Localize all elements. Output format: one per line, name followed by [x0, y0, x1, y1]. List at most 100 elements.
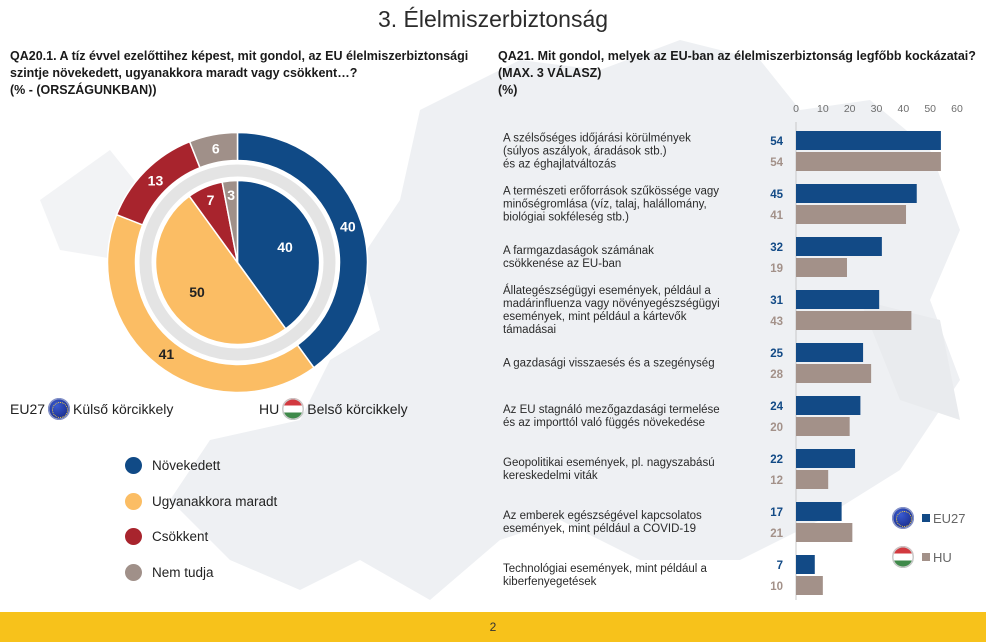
bar-hu — [796, 152, 941, 171]
right-question-line: QA21. Mit gondol, melyek az EU-ban az él… — [498, 49, 976, 63]
value-label-eu27: 32 — [770, 242, 783, 254]
axis-tick-label: 40 — [897, 103, 909, 115]
bar-eu27 — [796, 131, 941, 150]
category-label-line: események, mint például a kártevők — [503, 311, 687, 323]
legend-swatch — [922, 553, 930, 561]
series-legend-eu27: EU27 — [889, 507, 966, 529]
footer-bar: 2 — [0, 612, 986, 642]
value-label-eu27: 24 — [770, 401, 783, 413]
legend-item-increased: Növekedett — [125, 448, 277, 484]
bar-hu — [796, 205, 907, 224]
value-label-eu27: 31 — [770, 295, 783, 307]
donut-chart: 40 41 13 6 40 50 7 3 — [106, 131, 369, 394]
category-label-line: Geopolitikai események, pl. nagyszabású — [503, 457, 715, 469]
category-label-line: támadásai — [503, 324, 556, 336]
inner-ring-slice — [236, 179, 321, 330]
legend-dot — [125, 528, 142, 546]
axis-tick-label: 30 — [871, 103, 883, 115]
value-label-eu27: 45 — [770, 189, 783, 201]
category-label-line: A farmgazdaságok számának — [503, 245, 654, 257]
value-label-eu27: 54 — [770, 136, 783, 148]
bar-hu — [796, 523, 853, 542]
inner-ring-label: Belső körcikkely — [307, 401, 408, 417]
axis-tick-label: 50 — [924, 103, 936, 115]
value-label-eu27: 17 — [770, 507, 783, 519]
legend-dot — [125, 492, 142, 510]
right-question: QA21. Mit gondol, melyek az EU-ban az él… — [498, 48, 978, 99]
axis-tick-label: 0 — [793, 103, 799, 115]
value-label-eu27: 22 — [770, 454, 783, 466]
category-label-line: és az éghajlatváltozás — [503, 159, 616, 171]
legend-label: Ugyanakkora maradt — [152, 493, 278, 509]
category-label: Állategészségügyi események, például a ma… — [503, 284, 720, 336]
page-number: 2 — [489, 620, 497, 634]
category-label-line: minőségromlása (víz, talaj, halállomány, — [503, 199, 707, 211]
category-label-line: és az importtól való függés növekedése — [503, 417, 705, 429]
category-label: A természeti erőforrások szűkössége vagy… — [503, 186, 719, 224]
bar-eu27 — [796, 237, 882, 256]
bar-eu27 — [796, 396, 861, 415]
legend-item-decreased: Csökkent — [125, 519, 277, 555]
bar-eu27 — [796, 290, 880, 309]
bar-eu27 — [796, 502, 842, 521]
category-label-line: A gazdasági visszaesés és a szegénység — [503, 358, 715, 370]
value-label-hu: 21 — [770, 528, 783, 540]
category-label: A gazdasági visszaesés és a szegénység — [503, 358, 715, 370]
risk-bar-chart: 0 10 20 30 40 50 60 54 54 A szélsőséges időjárási… — [503, 103, 963, 600]
legend-dot — [125, 457, 142, 475]
legend-label: Nem tudja — [152, 564, 214, 580]
category-legend: Növekedett Ugyanakkora maradt Csökkent N… — [125, 448, 277, 590]
category-label-line: események, mint például a COVID-19 — [503, 523, 696, 535]
category-label-line: kereskedelmi viták — [503, 470, 598, 482]
category-label-line: biológiai sokféleség stb.) — [503, 212, 629, 224]
outer-ring-label: 6 — [212, 141, 220, 157]
hu-code: HU — [259, 401, 280, 417]
category-label-line: Az EU stagnáló mezőgazdasági termelése — [503, 404, 720, 416]
hu-flag-icon — [892, 546, 914, 568]
value-label-eu27: 25 — [770, 348, 783, 360]
category-label-line: Az emberek egészségével kapcsolatos — [503, 510, 702, 522]
category-label-line: Állategészségügyi események, például a — [503, 284, 711, 297]
axis-tick-label: 60 — [951, 103, 963, 115]
eu27-code: EU27 — [10, 401, 46, 417]
outer-ring-label: 13 — [148, 172, 164, 188]
outer-ring-label: 40 — [340, 219, 356, 235]
inner-ring-slice — [154, 195, 287, 346]
inner-ring-label: 3 — [227, 187, 235, 203]
legend-label: Növekedett — [152, 458, 221, 474]
inner-ring-label: 50 — [189, 284, 205, 300]
series-legend-label: EU27 — [933, 510, 966, 526]
category-label: Az emberek egészségével kapcsolatos esemé… — [503, 510, 702, 535]
bar-hu — [796, 576, 823, 595]
legend-label: Csökkent — [152, 529, 209, 545]
category-label: A szélsőséges időjárási körülmények (súly… — [503, 133, 691, 171]
value-label-hu: 54 — [770, 157, 783, 169]
bar-eu27 — [796, 184, 917, 203]
axis-tick-label: 10 — [817, 103, 829, 115]
right-question-line: (%) — [498, 83, 518, 97]
value-label-hu: 10 — [770, 581, 783, 593]
eu-flag-icon — [48, 398, 71, 420]
bar-hu — [796, 417, 850, 436]
inner-ring-slice — [221, 179, 239, 263]
left-question: QA20.1. A tíz évvel ezelőttihez képest, … — [10, 48, 480, 99]
left-question-line: szintje növekedett, ugyanakkora maradt v… — [10, 66, 358, 80]
category-label-line: Technológiai események, mint például a — [503, 563, 708, 575]
value-label-hu: 41 — [770, 210, 783, 222]
ring-separator — [139, 164, 336, 361]
outer-ring-label: Külső körcikkely — [73, 401, 174, 417]
value-label-hu: 12 — [770, 475, 783, 487]
value-label-hu: 19 — [770, 263, 783, 275]
category-label-line: A szélsőséges időjárási körülmények — [503, 133, 691, 145]
right-question-line: (MAX. 3 VÁLASZ) — [498, 66, 602, 80]
legend-dot — [125, 563, 142, 581]
value-label-eu27: 7 — [777, 560, 783, 572]
series-legend-label: HU — [933, 549, 952, 565]
legend-item-dont-know: Nem tudja — [125, 555, 277, 591]
bar-hu — [796, 470, 829, 489]
hu-flag-icon — [282, 398, 305, 420]
category-label: Geopolitikai események, pl. nagyszabású k… — [503, 457, 715, 482]
category-label-line: madárinfluenza vagy növényegészségügyi — [503, 298, 720, 310]
series-legend-hu: HU — [889, 546, 952, 568]
category-label-line: csökkenése az EU-ban — [503, 258, 621, 270]
